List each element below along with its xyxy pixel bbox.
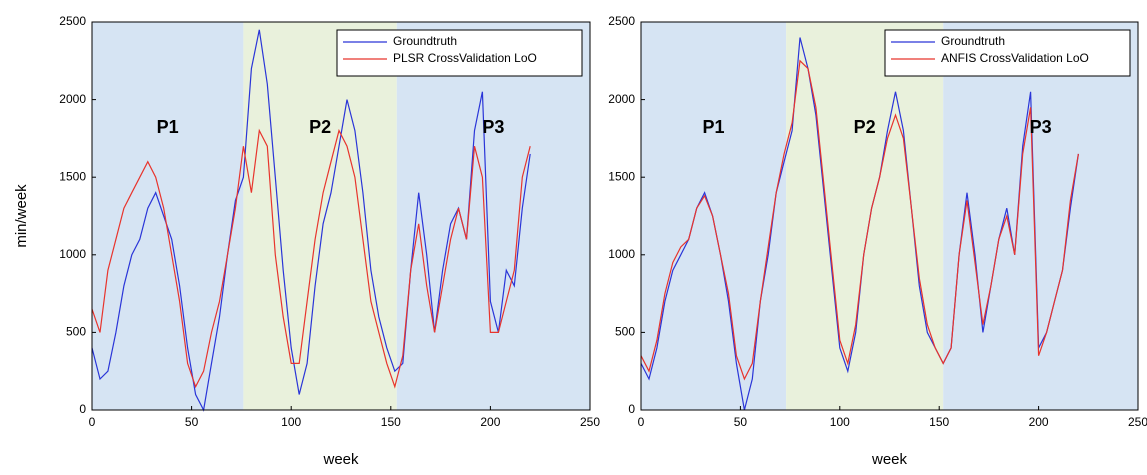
- region-label: P1: [157, 117, 179, 137]
- region: [92, 22, 244, 410]
- x-tick-label: 0: [89, 415, 96, 429]
- y-tick-label: 2000: [608, 92, 635, 106]
- x-axis-label: week: [871, 451, 908, 468]
- x-tick-label: 50: [734, 415, 748, 429]
- series-line: [91, 29, 531, 412]
- series-line: [91, 128, 531, 389]
- y-tick-label: 0: [628, 402, 635, 416]
- y-tick-label: 1500: [59, 169, 86, 183]
- x-tick-label: 250: [1128, 415, 1147, 429]
- y-tick-label: 2000: [59, 92, 86, 106]
- y-tick-label: 500: [66, 325, 86, 339]
- region: [943, 22, 1138, 410]
- region-label: P1: [703, 117, 725, 137]
- x-tick-label: 150: [381, 415, 401, 429]
- legend-box: [884, 29, 1131, 77]
- x-tick-label: 200: [480, 415, 500, 429]
- legend-label: Groundtruth: [393, 34, 457, 48]
- x-tick-label: 0: [638, 415, 645, 429]
- region: [641, 22, 787, 410]
- x-tick-label: 150: [929, 415, 949, 429]
- region: [786, 22, 944, 410]
- region-label: P3: [1030, 117, 1052, 137]
- region-label: P2: [854, 117, 876, 137]
- region: [396, 22, 590, 410]
- legend-label: ANFIS CrossValidation LoO: [941, 51, 1089, 65]
- plot-frame: [640, 21, 1139, 411]
- y-tick-label: 1500: [608, 169, 635, 183]
- y-axis-label: min/week: [13, 184, 30, 248]
- series-line: [640, 59, 1079, 381]
- region-label: P2: [309, 117, 331, 137]
- y-tick-label: 500: [615, 325, 635, 339]
- x-tick-label: 50: [185, 415, 199, 429]
- legend-box: [336, 29, 583, 77]
- region: [243, 22, 397, 410]
- x-tick-label: 100: [830, 415, 850, 429]
- plot-frame: [91, 21, 591, 411]
- x-tick-label: 200: [1029, 415, 1049, 429]
- x-tick-label: 250: [580, 415, 600, 429]
- legend-label: PLSR CrossValidation LoO: [393, 51, 537, 65]
- region-label: P3: [482, 117, 504, 137]
- x-axis-label: week: [322, 451, 359, 468]
- y-tick-label: 1000: [59, 247, 86, 261]
- x-tick-label: 100: [281, 415, 301, 429]
- legend-label: Groundtruth: [941, 34, 1005, 48]
- y-tick-label: 1000: [608, 247, 635, 261]
- y-tick-label: 2500: [608, 14, 635, 28]
- y-tick-label: 2500: [59, 14, 86, 28]
- y-tick-label: 0: [79, 402, 86, 416]
